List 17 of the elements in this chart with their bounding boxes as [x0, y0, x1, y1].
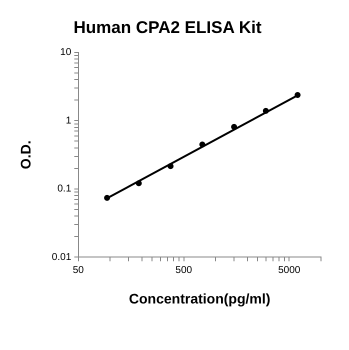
point	[262, 108, 269, 114]
x-axis-title: Concentration(pg/ml)	[128, 290, 270, 306]
y-tick-label: 1	[66, 115, 72, 126]
y-axis-title: O.D.	[17, 140, 34, 170]
y-tick-label: 10	[60, 47, 72, 58]
y-tick-label: 0.1	[57, 184, 72, 195]
x-tick-label: 50	[72, 264, 84, 276]
point	[168, 163, 174, 170]
x-tick-label: 500	[175, 264, 193, 276]
point	[294, 92, 301, 98]
y-tick-label: 0.01	[52, 252, 72, 263]
point	[136, 180, 142, 186]
x-tick-label: 5000	[278, 264, 301, 276]
point	[231, 124, 238, 130]
point	[104, 194, 110, 201]
chart-title: Human CPA2 ELISA Kit	[74, 18, 262, 37]
point	[199, 142, 206, 148]
